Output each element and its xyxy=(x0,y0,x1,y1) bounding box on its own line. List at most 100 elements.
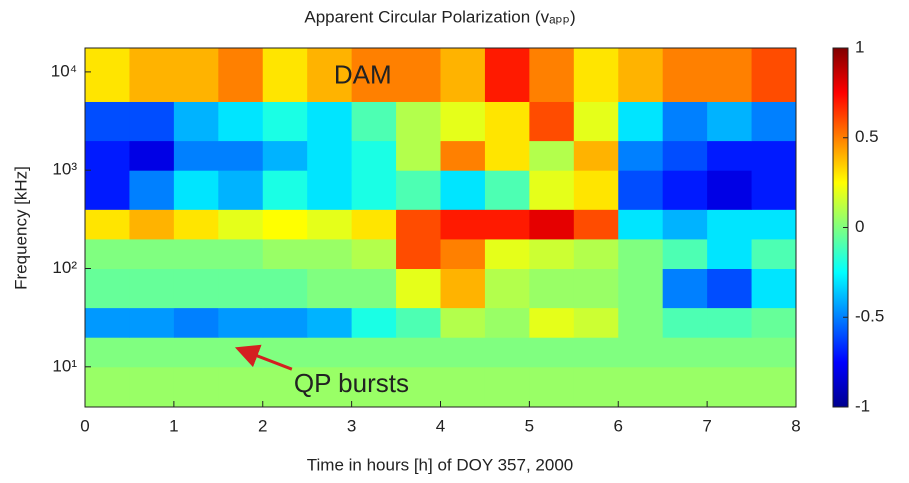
heatmap-cell xyxy=(129,337,175,368)
heatmap-cell xyxy=(129,268,175,309)
heatmap-cell xyxy=(85,170,130,210)
heatmap-cell xyxy=(218,209,264,240)
heatmap-cell xyxy=(440,366,486,408)
heatmap-cell xyxy=(218,238,264,269)
heatmap-cell xyxy=(85,307,130,338)
heatmap-cell xyxy=(218,101,264,142)
heatmap-cell xyxy=(396,140,441,171)
heatmap-cell xyxy=(529,366,575,408)
heatmap-cell xyxy=(529,268,575,309)
heatmap-cell xyxy=(173,101,219,142)
heatmap-cell xyxy=(173,366,219,408)
heatmap-cell xyxy=(262,170,308,210)
heatmap-cell xyxy=(662,48,708,102)
heatmap-cell xyxy=(484,307,530,338)
heatmap-cell xyxy=(573,209,619,240)
heatmap-cell xyxy=(529,140,575,171)
heatmap-cell xyxy=(85,48,130,102)
heatmap-cell xyxy=(573,337,619,368)
heatmap-cell xyxy=(707,48,753,102)
heatmap-cell xyxy=(396,337,441,368)
heatmap-cell xyxy=(529,337,575,368)
heatmap-cell xyxy=(307,209,353,240)
y-axis-label: Frequency [kHz] xyxy=(11,166,30,290)
heatmap-cell xyxy=(396,307,441,338)
heatmap-cell xyxy=(262,366,308,408)
heatmap-cell xyxy=(707,366,753,408)
heatmap-cell xyxy=(396,48,441,102)
heatmap-cell xyxy=(529,238,575,269)
heatmap-cell xyxy=(262,48,308,102)
heatmap-cell xyxy=(618,366,664,408)
heatmap-cell xyxy=(351,337,397,368)
heatmap-cell xyxy=(396,366,441,408)
heatmap-cell xyxy=(707,268,753,309)
heatmap-cell xyxy=(440,337,486,368)
heatmap-cell xyxy=(307,337,353,368)
heatmap-cell xyxy=(351,170,397,210)
heatmap-cell xyxy=(573,366,619,408)
heatmap-cell xyxy=(351,307,397,338)
heatmap-cell xyxy=(307,101,353,142)
heatmap-cell xyxy=(218,337,264,368)
heatmap-cell xyxy=(173,209,219,240)
heatmap-cell xyxy=(529,101,575,142)
heatmap-cell xyxy=(440,307,486,338)
heatmap-cell xyxy=(618,209,664,240)
y-tick-label: 10¹ xyxy=(52,356,77,375)
heatmap-cell xyxy=(351,209,397,240)
heatmap-cell xyxy=(707,101,753,142)
heatmap-cell xyxy=(396,101,441,142)
x-tick-label: 1 xyxy=(169,416,178,435)
heatmap-cell xyxy=(529,170,575,210)
heatmap-cell xyxy=(396,170,441,210)
heatmap-cell xyxy=(484,140,530,171)
heatmap-cell xyxy=(573,140,619,171)
heatmap-cell xyxy=(618,170,664,210)
heatmap-cell xyxy=(707,140,753,171)
heatmap-cell xyxy=(618,238,664,269)
heatmap-cell xyxy=(484,48,530,102)
heatmap-cell xyxy=(262,268,308,309)
y-tick-label: 10² xyxy=(52,258,77,277)
heatmap-cell xyxy=(529,307,575,338)
x-tick-label: 5 xyxy=(525,416,534,435)
heatmap xyxy=(85,48,797,408)
heatmap-cell xyxy=(707,307,753,338)
chart-title: Apparent Circular Polarization (vₐₚₚ) xyxy=(304,7,575,26)
heatmap-cell xyxy=(351,140,397,171)
heatmap-cell xyxy=(707,337,753,368)
heatmap-cell xyxy=(484,209,530,240)
heatmap-cell xyxy=(262,209,308,240)
heatmap-cell xyxy=(440,140,486,171)
annotation-arrow xyxy=(234,344,293,371)
heatmap-cell xyxy=(751,48,797,102)
heatmap-cell xyxy=(396,268,441,309)
heatmap-cell xyxy=(662,307,708,338)
heatmap-cell xyxy=(618,48,664,102)
colorbar-tick-label: -1 xyxy=(855,396,870,415)
heatmap-cell xyxy=(307,140,353,171)
heatmap-cell xyxy=(173,170,219,210)
heatmap-cell xyxy=(351,48,397,102)
heatmap-cell xyxy=(85,337,130,368)
heatmap-cell xyxy=(484,238,530,269)
heatmap-cell xyxy=(307,307,353,338)
heatmap-cell xyxy=(129,170,175,210)
heatmap-cell xyxy=(440,48,486,102)
heatmap-cell xyxy=(662,101,708,142)
heatmap-cell xyxy=(173,140,219,171)
heatmap-cell xyxy=(218,140,264,171)
heatmap-cell xyxy=(85,140,130,171)
x-tick-label: 7 xyxy=(702,416,711,435)
heatmap-cell xyxy=(484,170,530,210)
heatmap-cell xyxy=(85,366,130,408)
heatmap-cell xyxy=(751,307,797,338)
heatmap-cell xyxy=(662,170,708,210)
annotation: DAM xyxy=(334,59,392,89)
heatmap-cell xyxy=(751,170,797,210)
heatmap-cell xyxy=(218,48,264,102)
heatmap-cell xyxy=(351,238,397,269)
heatmap-cell xyxy=(173,238,219,269)
